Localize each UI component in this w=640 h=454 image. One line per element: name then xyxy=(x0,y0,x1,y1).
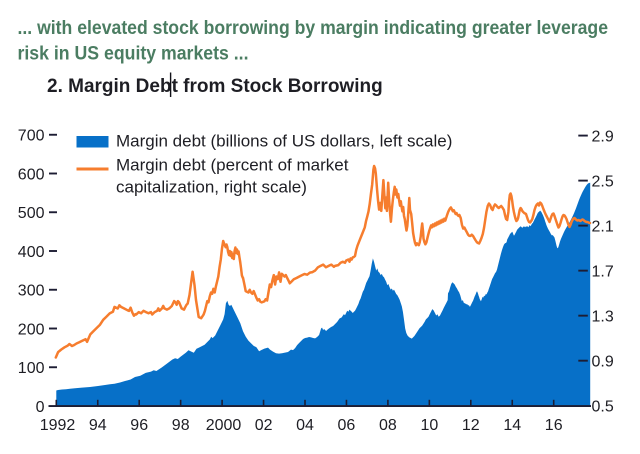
svg-text:700: 700 xyxy=(18,128,45,145)
svg-text:96: 96 xyxy=(130,417,148,434)
svg-text:04: 04 xyxy=(296,417,314,434)
svg-text:400: 400 xyxy=(18,244,45,261)
svg-text:1.7: 1.7 xyxy=(592,263,614,280)
svg-text:... with elevated stock borrow: ... with elevated stock borrowing by mar… xyxy=(18,18,609,39)
svg-text:98: 98 xyxy=(172,417,190,434)
svg-text:08: 08 xyxy=(379,417,397,434)
svg-text:600: 600 xyxy=(18,166,45,183)
svg-text:0.5: 0.5 xyxy=(592,399,614,416)
svg-text:2000: 2000 xyxy=(206,417,242,434)
svg-text:100: 100 xyxy=(18,360,45,377)
svg-text:0: 0 xyxy=(36,399,45,416)
svg-text:06: 06 xyxy=(338,417,356,434)
svg-text:2. Margin Debt from Stock Borr: 2. Margin Debt from Stock Borrowing xyxy=(47,76,383,97)
svg-text:0.9: 0.9 xyxy=(592,354,614,371)
svg-text:16: 16 xyxy=(545,417,563,434)
svg-text:2.9: 2.9 xyxy=(592,128,614,145)
svg-text:Margin debt (percent of market: Margin debt (percent of market xyxy=(116,156,349,175)
svg-text:capitalization, right scale): capitalization, right scale) xyxy=(116,178,307,197)
svg-text:2.5: 2.5 xyxy=(592,173,614,190)
svg-text:300: 300 xyxy=(18,283,45,300)
svg-text:02: 02 xyxy=(255,417,273,434)
svg-text:94: 94 xyxy=(89,417,107,434)
svg-text:risk in US equity markets ...: risk in US equity markets ... xyxy=(18,44,249,65)
svg-text:2.1: 2.1 xyxy=(592,218,614,235)
svg-text:12: 12 xyxy=(462,417,480,434)
svg-text:Margin debt (billions of US do: Margin debt (billions of US dollars, lef… xyxy=(116,131,452,150)
svg-text:200: 200 xyxy=(18,321,45,338)
svg-text:14: 14 xyxy=(503,417,521,434)
svg-text:10: 10 xyxy=(421,417,439,434)
svg-text:500: 500 xyxy=(18,205,45,222)
svg-text:1992: 1992 xyxy=(40,417,76,434)
svg-text:1.3: 1.3 xyxy=(592,309,614,326)
